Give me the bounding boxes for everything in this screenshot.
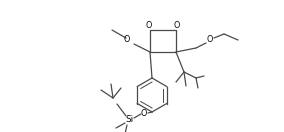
Text: O: O bbox=[174, 20, 180, 29]
Text: Si: Si bbox=[125, 116, 133, 124]
Text: O: O bbox=[146, 20, 152, 29]
Text: O: O bbox=[207, 36, 213, 44]
Text: O: O bbox=[141, 109, 147, 117]
Text: O: O bbox=[124, 34, 130, 44]
